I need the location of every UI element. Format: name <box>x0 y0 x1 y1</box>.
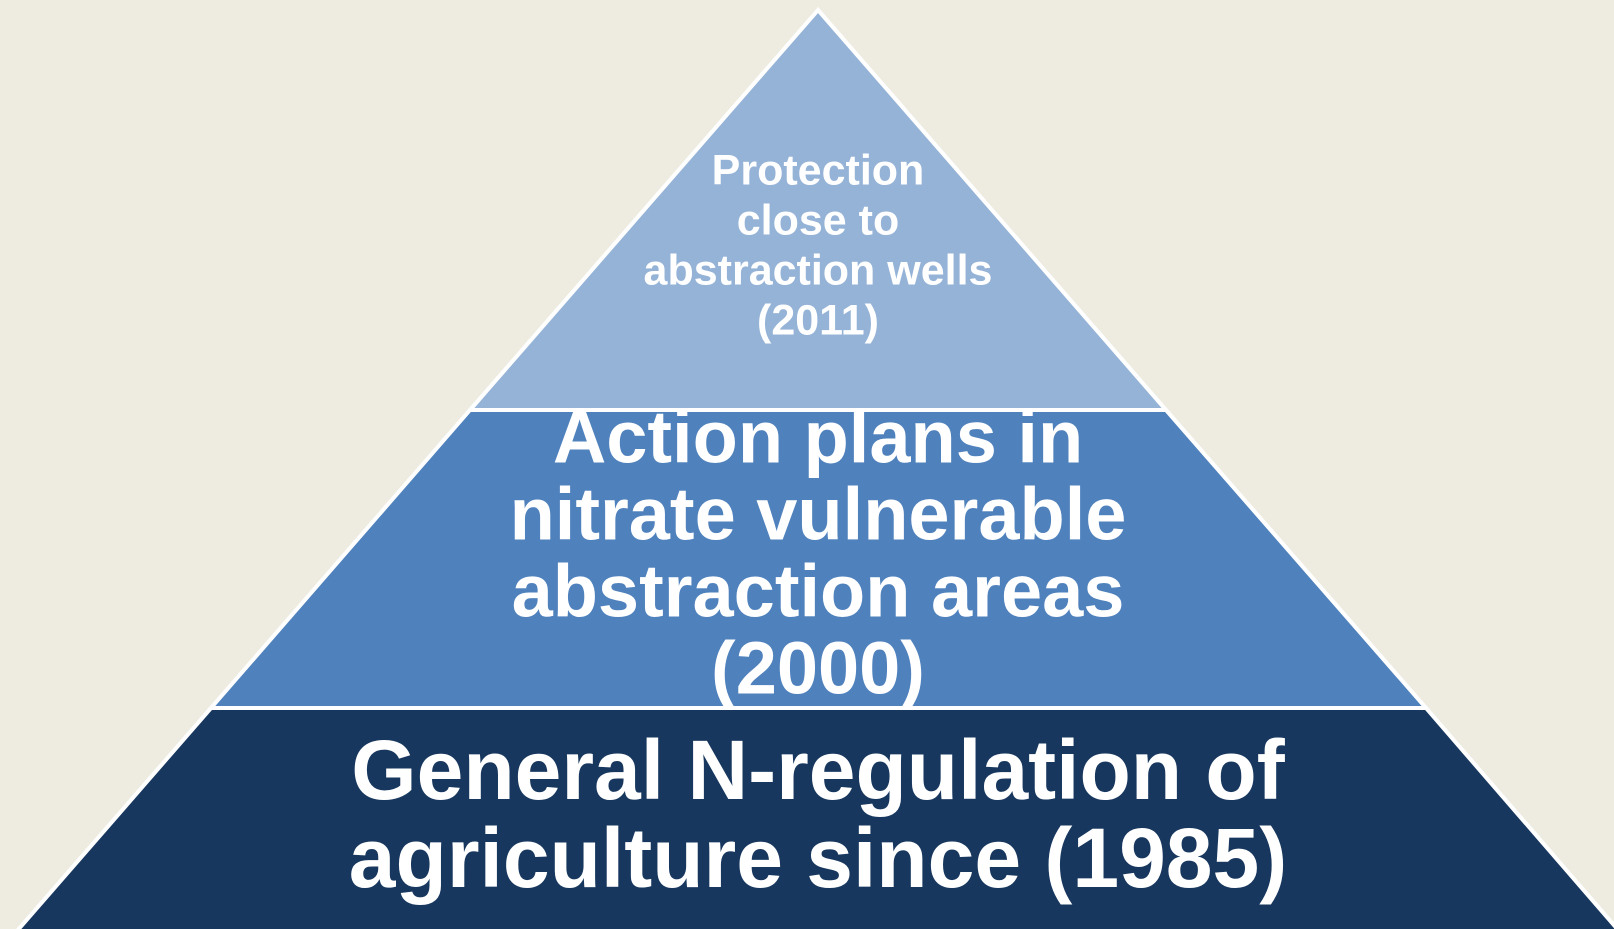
level-label: Action plans in <box>553 396 1083 479</box>
level-label: Protection <box>712 146 925 194</box>
level-label: (2011) <box>757 296 879 344</box>
level-label: nitrate vulnerable <box>510 473 1127 556</box>
level-label: (2000) <box>711 627 925 710</box>
bottom-level <box>16 706 1614 929</box>
level-label: General N-regulation of <box>351 723 1285 817</box>
level-label: abstraction areas <box>512 550 1125 633</box>
level-label: close to <box>737 196 900 244</box>
level-label: abstraction wells <box>644 246 993 294</box>
level-label: agriculture since (1985) <box>349 811 1287 905</box>
